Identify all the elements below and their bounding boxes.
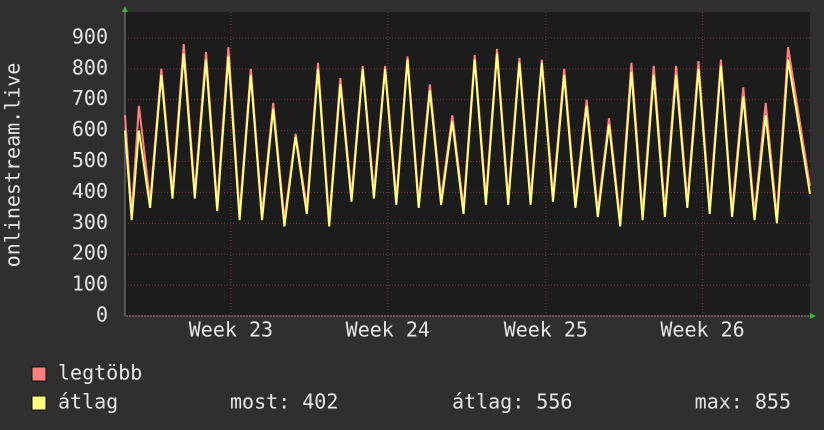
y-tick-label: 800 [72,55,108,79]
stat: átlag: 556 [452,390,572,414]
y-tick-label: 300 [72,210,108,234]
legend-swatch [31,395,47,411]
x-tick-label: Week 23 [189,318,273,342]
x-tick-label: Week 25 [504,318,588,342]
y-tick-label: 0 [96,303,108,327]
y-tick-label: 400 [72,179,108,203]
stat: max: 855 [695,390,791,414]
y-tick-label: 600 [72,117,108,141]
legend-swatch [31,366,47,382]
y-tick-label: 900 [72,24,108,48]
series-line [124,53,811,227]
y-tick-label: 700 [72,86,108,110]
x-tick-label: Week 26 [660,318,744,342]
y-tick-label: 100 [72,272,108,296]
y-tick-label: 500 [72,148,108,172]
y-axis-title: onlinestream.live [1,63,25,268]
x-tick-label: Week 24 [346,318,430,342]
legend-label: átlag [58,390,118,414]
y-tick-label: 200 [72,241,108,265]
stat: most: 402 [230,390,338,414]
legend-label: legtöbb [58,361,142,385]
